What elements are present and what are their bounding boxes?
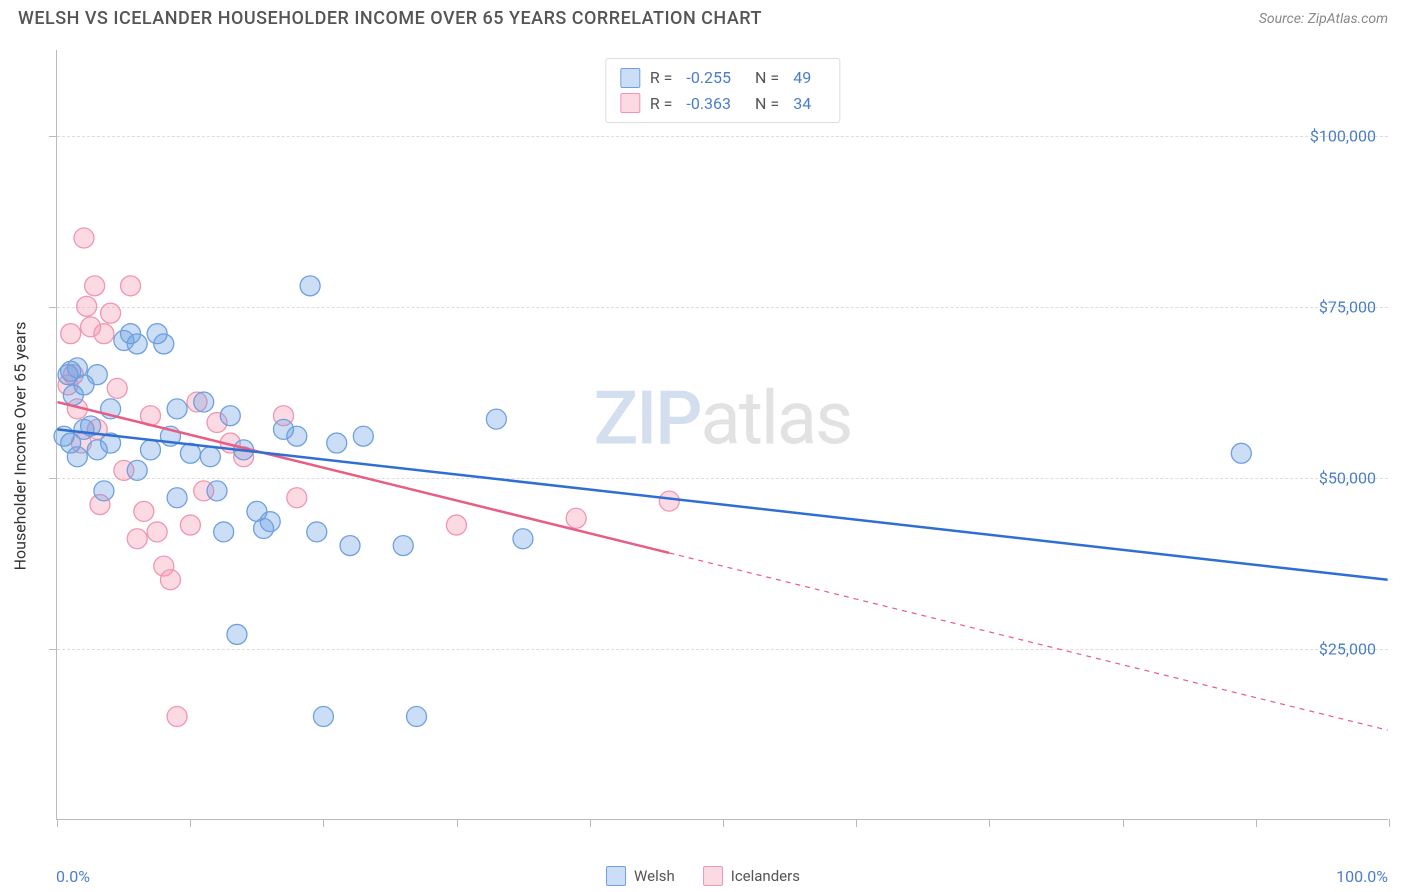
- y-tick: [49, 478, 57, 479]
- icelanders-point: [446, 515, 466, 535]
- welsh-point: [94, 481, 114, 501]
- icelanders-point: [85, 276, 105, 296]
- icelanders-point: [160, 570, 180, 590]
- x-axis-max-label: 100.0%: [1336, 867, 1388, 886]
- x-tick: [1389, 819, 1390, 827]
- x-tick: [57, 819, 58, 827]
- r-label: R =: [650, 91, 673, 117]
- n-label: N =: [755, 91, 779, 117]
- scatter-plot-svg: [57, 50, 1388, 819]
- legend-label-icelanders: Icelanders: [731, 867, 800, 885]
- welsh-point: [167, 488, 187, 508]
- icelanders-point: [147, 522, 167, 542]
- icelanders-point: [180, 515, 200, 535]
- n-label: N =: [755, 65, 779, 91]
- welsh-point: [220, 406, 240, 426]
- r-value-icelanders: -0.363: [686, 91, 731, 117]
- chart-header: WELSH VS ICELANDER HOUSEHOLDER INCOME OV…: [0, 0, 1406, 33]
- welsh-point: [340, 536, 360, 556]
- icelanders-point: [127, 529, 147, 549]
- x-tick: [590, 819, 591, 827]
- icelanders-point: [167, 706, 187, 726]
- swatch-icelanders-icon: [620, 93, 640, 113]
- welsh-point: [87, 365, 107, 385]
- correlation-row-welsh: R = -0.255 N = 49: [620, 65, 825, 91]
- icelanders-point: [101, 303, 121, 323]
- welsh-point: [327, 433, 347, 453]
- x-tick: [190, 819, 191, 827]
- icelanders-point: [74, 228, 94, 248]
- y-tick: [49, 307, 57, 308]
- icelanders-point: [94, 324, 114, 344]
- legend-item-icelanders: Icelanders: [703, 866, 800, 886]
- r-label: R =: [650, 65, 673, 91]
- r-value-welsh: -0.255: [686, 65, 731, 91]
- icelanders-point: [61, 324, 81, 344]
- welsh-point: [194, 392, 214, 412]
- x-axis-min-label: 0.0%: [56, 867, 90, 886]
- welsh-point: [300, 276, 320, 296]
- welsh-point: [154, 334, 174, 354]
- welsh-point: [227, 624, 247, 644]
- series-legend: Welsh Icelanders: [606, 866, 800, 886]
- x-tick: [1123, 819, 1124, 827]
- welsh-point: [140, 440, 160, 460]
- swatch-welsh-icon: [606, 866, 626, 886]
- icelanders-point: [107, 378, 127, 398]
- welsh-point: [513, 529, 533, 549]
- correlation-row-icelanders: R = -0.363 N = 34: [620, 91, 825, 117]
- welsh-point: [127, 334, 147, 354]
- icelanders-regression-line-extrapolated: [669, 553, 1387, 730]
- welsh-point: [260, 512, 280, 532]
- n-value-icelanders: 34: [793, 91, 811, 117]
- x-tick: [989, 819, 990, 827]
- welsh-point: [214, 522, 234, 542]
- x-tick: [723, 819, 724, 827]
- x-tick: [323, 819, 324, 827]
- welsh-point: [393, 536, 413, 556]
- welsh-point: [486, 409, 506, 429]
- welsh-point: [313, 706, 333, 726]
- swatch-icelanders-icon: [703, 866, 723, 886]
- x-tick: [457, 819, 458, 827]
- icelanders-point: [566, 508, 586, 528]
- welsh-point: [287, 426, 307, 446]
- y-tick: [49, 136, 57, 137]
- welsh-point: [1231, 443, 1251, 463]
- x-tick: [1256, 819, 1257, 827]
- welsh-point: [200, 447, 220, 467]
- y-tick: [49, 649, 57, 650]
- x-tick: [856, 819, 857, 827]
- legend-item-welsh: Welsh: [606, 866, 675, 886]
- welsh-point: [307, 522, 327, 542]
- swatch-welsh-icon: [620, 68, 640, 88]
- welsh-point: [207, 481, 227, 501]
- icelanders-point: [134, 501, 154, 521]
- legend-label-welsh: Welsh: [634, 867, 675, 885]
- welsh-point: [407, 706, 427, 726]
- icelanders-point: [121, 276, 141, 296]
- correlation-legend: R = -0.255 N = 49 R = -0.363 N = 34: [605, 58, 840, 123]
- welsh-point: [127, 460, 147, 480]
- chart-plot-area: ZIPatlas R = -0.255 N = 49 R = -0.363 N …: [56, 50, 1388, 820]
- welsh-point: [67, 447, 87, 467]
- icelanders-point: [659, 491, 679, 511]
- welsh-point: [167, 399, 187, 419]
- n-value-welsh: 49: [793, 65, 811, 91]
- welsh-point: [353, 426, 373, 446]
- icelanders-point: [287, 488, 307, 508]
- chart-source: Source: ZipAtlas.com: [1259, 11, 1388, 27]
- y-axis-title: Householder Income Over 65 years: [11, 322, 30, 571]
- icelanders-point: [77, 296, 97, 316]
- chart-title: WELSH VS ICELANDER HOUSEHOLDER INCOME OV…: [18, 8, 762, 29]
